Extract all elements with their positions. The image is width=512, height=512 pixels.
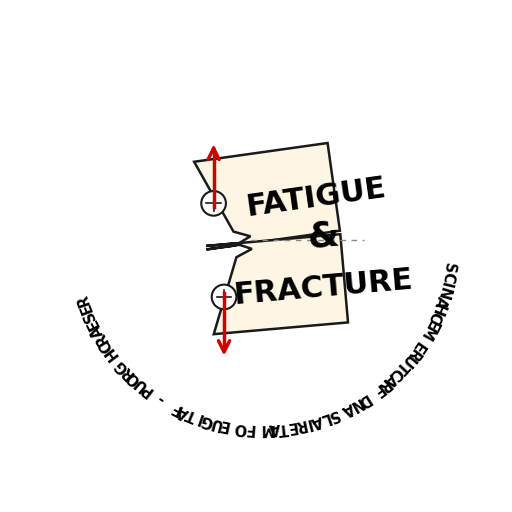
Text: L: L [317,410,331,427]
Text: E: E [285,418,297,435]
Text: H: H [429,301,447,318]
Text: S: S [81,308,99,324]
Text: C: C [439,270,456,283]
Text: S: S [441,262,457,274]
Text: A: A [339,399,356,417]
Text: P: P [138,380,156,398]
Text: R: R [75,292,93,308]
Text: A: A [88,323,106,340]
Text: T: T [184,406,199,423]
Text: E: E [422,317,440,333]
Text: I: I [438,281,454,289]
Text: C: C [387,364,405,382]
Text: R: R [119,363,137,381]
Text: E: E [409,338,427,355]
Text: E: E [217,416,230,433]
Text: F: F [168,399,183,417]
Text: S: S [325,407,340,424]
Text: O: O [124,369,144,388]
Text: M: M [417,323,437,343]
Circle shape [212,285,237,309]
Text: F: F [244,420,254,436]
Text: FRACTURE: FRACTURE [232,266,414,310]
Text: A: A [268,420,281,436]
Text: I: I [194,410,204,426]
Text: F: F [369,381,386,399]
Circle shape [201,191,226,216]
Text: G: G [112,356,132,376]
Text: I: I [304,415,313,431]
Text: T: T [393,358,411,376]
Text: R: R [293,416,307,434]
Text: FATIGUE: FATIGUE [244,174,388,222]
Text: H: H [101,344,121,362]
Text: &: & [306,218,340,254]
Text: A: A [432,293,450,309]
Text: O: O [233,419,248,436]
Text: M: M [259,421,273,436]
Text: N: N [435,285,452,301]
Text: C: C [425,309,443,325]
Text: R: R [92,330,111,348]
Text: U: U [131,374,150,394]
Text: U: U [398,351,417,370]
Text: A: A [309,412,324,430]
Text: G: G [199,412,215,430]
Text: T: T [277,419,289,436]
Text: N: N [347,395,365,414]
Text: A: A [381,370,399,389]
Text: E: E [78,301,95,315]
Text: R: R [374,375,393,394]
Text: R: R [403,345,422,363]
Text: D: D [354,390,372,409]
Text: A: A [175,402,191,420]
Polygon shape [206,234,348,334]
Text: -: - [154,391,167,407]
Text: U: U [208,414,223,432]
Text: E: E [84,316,102,332]
Text: C: C [97,337,116,355]
Polygon shape [194,143,340,249]
